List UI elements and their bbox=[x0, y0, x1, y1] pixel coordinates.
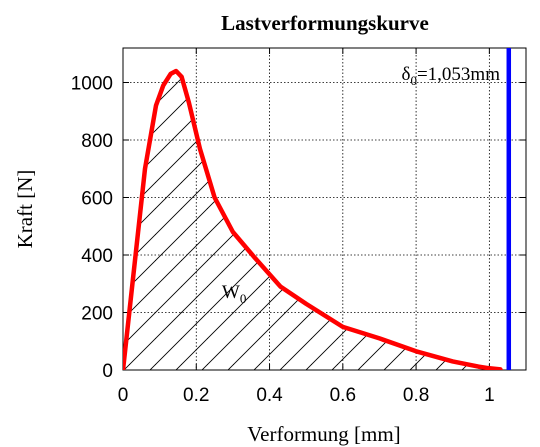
series-line bbox=[123, 68, 503, 370]
delta-subscript: 0 bbox=[410, 73, 417, 88]
area-label: W0 bbox=[222, 282, 246, 306]
area-subscript: 0 bbox=[240, 291, 247, 306]
area-symbol: W bbox=[222, 282, 240, 303]
x-tick-label: 0.8 bbox=[403, 385, 429, 406]
y-tick-label: 400 bbox=[81, 246, 113, 267]
series-group bbox=[123, 68, 503, 370]
y-tick-label: 200 bbox=[81, 304, 113, 325]
x-tick-label: 1 bbox=[484, 385, 495, 406]
x-tick-label: 0.4 bbox=[256, 385, 283, 406]
x-axis-label: Verformung [mm] bbox=[247, 422, 400, 446]
y-axis-label: Kraft [N] bbox=[13, 170, 37, 249]
y-tick-label: 0 bbox=[102, 361, 113, 382]
plot-frame bbox=[122, 47, 527, 371]
y-tick-label: 600 bbox=[81, 189, 113, 210]
x-tick-label: 0.6 bbox=[330, 385, 356, 406]
delta-zero-label: δ0=1,053mm bbox=[402, 64, 501, 88]
tick-labels: 0 0.2 0.4 0.6 0.8 1 0 200 400 600 800 1000 bbox=[71, 74, 495, 407]
x-tick-label: 0 bbox=[118, 385, 129, 406]
y-tick-label: 800 bbox=[81, 131, 113, 152]
y-tick-label: 1000 bbox=[71, 74, 113, 95]
chart-title: Lastverformungskurve bbox=[221, 11, 429, 35]
delta-value: =1,053mm bbox=[417, 64, 500, 85]
delta-symbol: δ bbox=[402, 64, 411, 85]
x-tick-label: 0.2 bbox=[183, 385, 209, 406]
energy-area-hatch bbox=[123, 71, 501, 370]
